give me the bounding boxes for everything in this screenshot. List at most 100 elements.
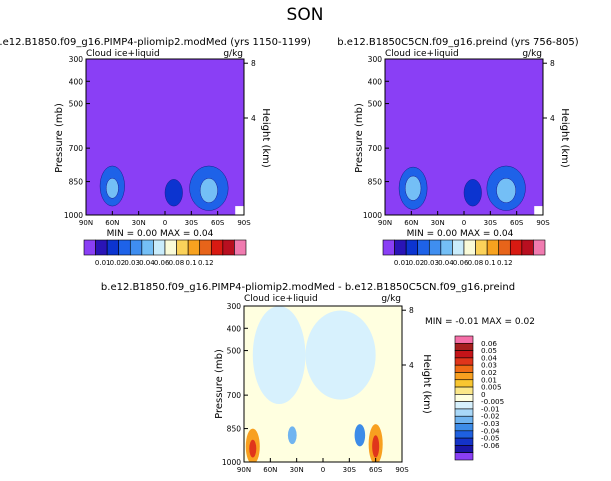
height-tick-label: 8: [251, 59, 256, 68]
colorbar-swatch: [428, 239, 442, 256]
height-tick-label: 4: [251, 114, 256, 123]
terrain-mask: [534, 206, 543, 215]
colorbar-label: 0.005: [481, 383, 502, 392]
colorbar-label: 0: [481, 390, 486, 399]
colorbar-swatch: [141, 239, 154, 256]
x-tick-label: 60S: [211, 219, 225, 227]
colorbar-swatch: [454, 357, 474, 366]
colorbar-swatch: [454, 394, 474, 402]
y-tick-label: 300: [69, 55, 84, 64]
y-tick-label: 400: [368, 77, 383, 86]
x-tick-label: 30S: [343, 466, 357, 474]
x-tick-label: 90N: [79, 219, 93, 227]
y-tick-label: 700: [368, 144, 383, 153]
colorbar-swatch: [234, 239, 247, 256]
colorbar-swatch: [153, 239, 166, 256]
y-tick-label: 500: [368, 100, 383, 109]
colorbar-swatch: [454, 350, 474, 359]
plot-right: 90N 60N 30N 0 30S 60S 90S 300 400 500 700 850 1000 8 4: [363, 55, 555, 227]
colorbar-label: 0.1: [186, 259, 197, 267]
colorbar-label: 0.03: [124, 259, 140, 267]
colorbar-swatch: [95, 239, 108, 256]
colorbar-swatch: [475, 239, 488, 256]
colorbar-right: 0.01 0.02 0.03 0.04 0.06 0.08 0.1 0.12: [382, 239, 546, 267]
colorbar-swatch: [454, 423, 474, 432]
panel-right-title: b.e12.B1850C5CN.f09_g16.preind (yrs 756-…: [337, 37, 579, 48]
colorbar-label: -0.03: [481, 419, 500, 428]
x-tick-label: 90S: [237, 219, 251, 227]
x-tick-label: 0: [321, 466, 325, 474]
colorbar-swatch: [454, 386, 474, 395]
panel-right-ylabel: Pressure (mb): [354, 103, 365, 173]
colorbar-swatch: [187, 239, 201, 256]
colorbar-label: 0.01: [394, 259, 410, 267]
colorbar-swatch: [454, 401, 474, 410]
colorbar-swatch: [176, 239, 189, 256]
colorbar-label: 0.02: [110, 259, 126, 267]
colorbar-label: -0.05: [481, 434, 500, 443]
figure-title: SON: [287, 5, 324, 25]
y-tick-label: 700: [69, 144, 84, 153]
contour-region: [252, 306, 306, 405]
colorbar-left: 0.01 0.02 0.03 0.04 0.06 0.08 0.1 0.12: [83, 239, 247, 267]
x-tick-label: 30N: [431, 219, 445, 227]
colorbar-swatch: [454, 415, 474, 424]
y-tick-label: 1000: [222, 458, 241, 467]
y-tick-label: 700: [227, 391, 242, 400]
colorbar-label: 0.02: [481, 368, 497, 377]
panel-diff: b.e12.B1850.f09_g16.PIMP4-pliomip2.modMe…: [101, 282, 535, 474]
panel-diff-title: b.e12.B1850.f09_g16.PIMP4-pliomip2.modMe…: [101, 282, 515, 293]
x-tick-label: 90N: [378, 219, 392, 227]
panel-right-minmax: MIN = 0.00 MAX = 0.04: [407, 229, 514, 239]
x-tick-label: 60N: [404, 219, 418, 227]
contour-region: [287, 426, 297, 445]
x-tick-label: 90S: [395, 466, 409, 474]
y-tick-label: 850: [69, 178, 84, 187]
colorbar-label: 0.04: [438, 259, 454, 267]
colorbar-label: 0.03: [423, 259, 439, 267]
x-tick-label: 0: [163, 219, 167, 227]
contour-region: [354, 424, 366, 447]
height-tick-label: 4: [550, 114, 555, 123]
x-tick-label: 30N: [290, 466, 304, 474]
panel-diff-ylabel: Pressure (mb): [214, 349, 225, 419]
colorbar-label: 0.01: [95, 259, 111, 267]
colorbar-swatch: [210, 239, 224, 256]
colorbar-label: -0.02: [481, 412, 500, 421]
y-tick-label: 300: [227, 302, 242, 311]
y-tick-label: 850: [368, 178, 383, 187]
contour-region: [105, 177, 119, 199]
panel-left-units: g/kg: [223, 49, 243, 59]
y-tick-label: 1000: [64, 211, 83, 220]
colorbar-swatch: [454, 372, 474, 381]
colorbar-label: -0.005: [481, 397, 504, 406]
contour-region: [463, 179, 482, 207]
panel-diff-right-label: Height (km): [421, 354, 432, 414]
x-tick-label: 30S: [484, 219, 498, 227]
colorbar-label: 0.06: [154, 259, 170, 267]
colorbar-swatch: [452, 239, 465, 256]
panel-diff-minmax: MIN = -0.01 MAX = 0.02: [425, 317, 535, 327]
colorbar-label: 0.04: [139, 259, 155, 267]
panel-left-var-label: Cloud ice+liquid: [86, 49, 160, 59]
colorbar-label: 0.03: [481, 361, 497, 370]
height-tick-label: 8: [409, 306, 414, 315]
panel-left-right-label: Height (km): [260, 108, 271, 168]
colorbar-swatch: [394, 239, 407, 256]
plot-left: 90N 60N 30N 0 30S 60S 90S 300 400 500 700 850 1000 8 4: [64, 55, 256, 227]
colorbar-swatch: [454, 445, 474, 454]
y-tick-label: 400: [69, 77, 84, 86]
contour-region: [249, 439, 257, 458]
colorbar-swatch: [164, 239, 177, 256]
colorbar-label: -0.01: [481, 404, 500, 413]
contour-region: [164, 179, 183, 207]
colorbar-swatch: [454, 342, 474, 351]
y-tick-label: 850: [227, 425, 242, 434]
x-tick-label: 30N: [132, 219, 146, 227]
height-tick-label: 4: [409, 361, 414, 370]
colorbar-swatch: [486, 239, 500, 256]
y-tick-label: 1000: [363, 211, 382, 220]
contour-region: [404, 175, 422, 201]
contour-region: [199, 177, 218, 203]
